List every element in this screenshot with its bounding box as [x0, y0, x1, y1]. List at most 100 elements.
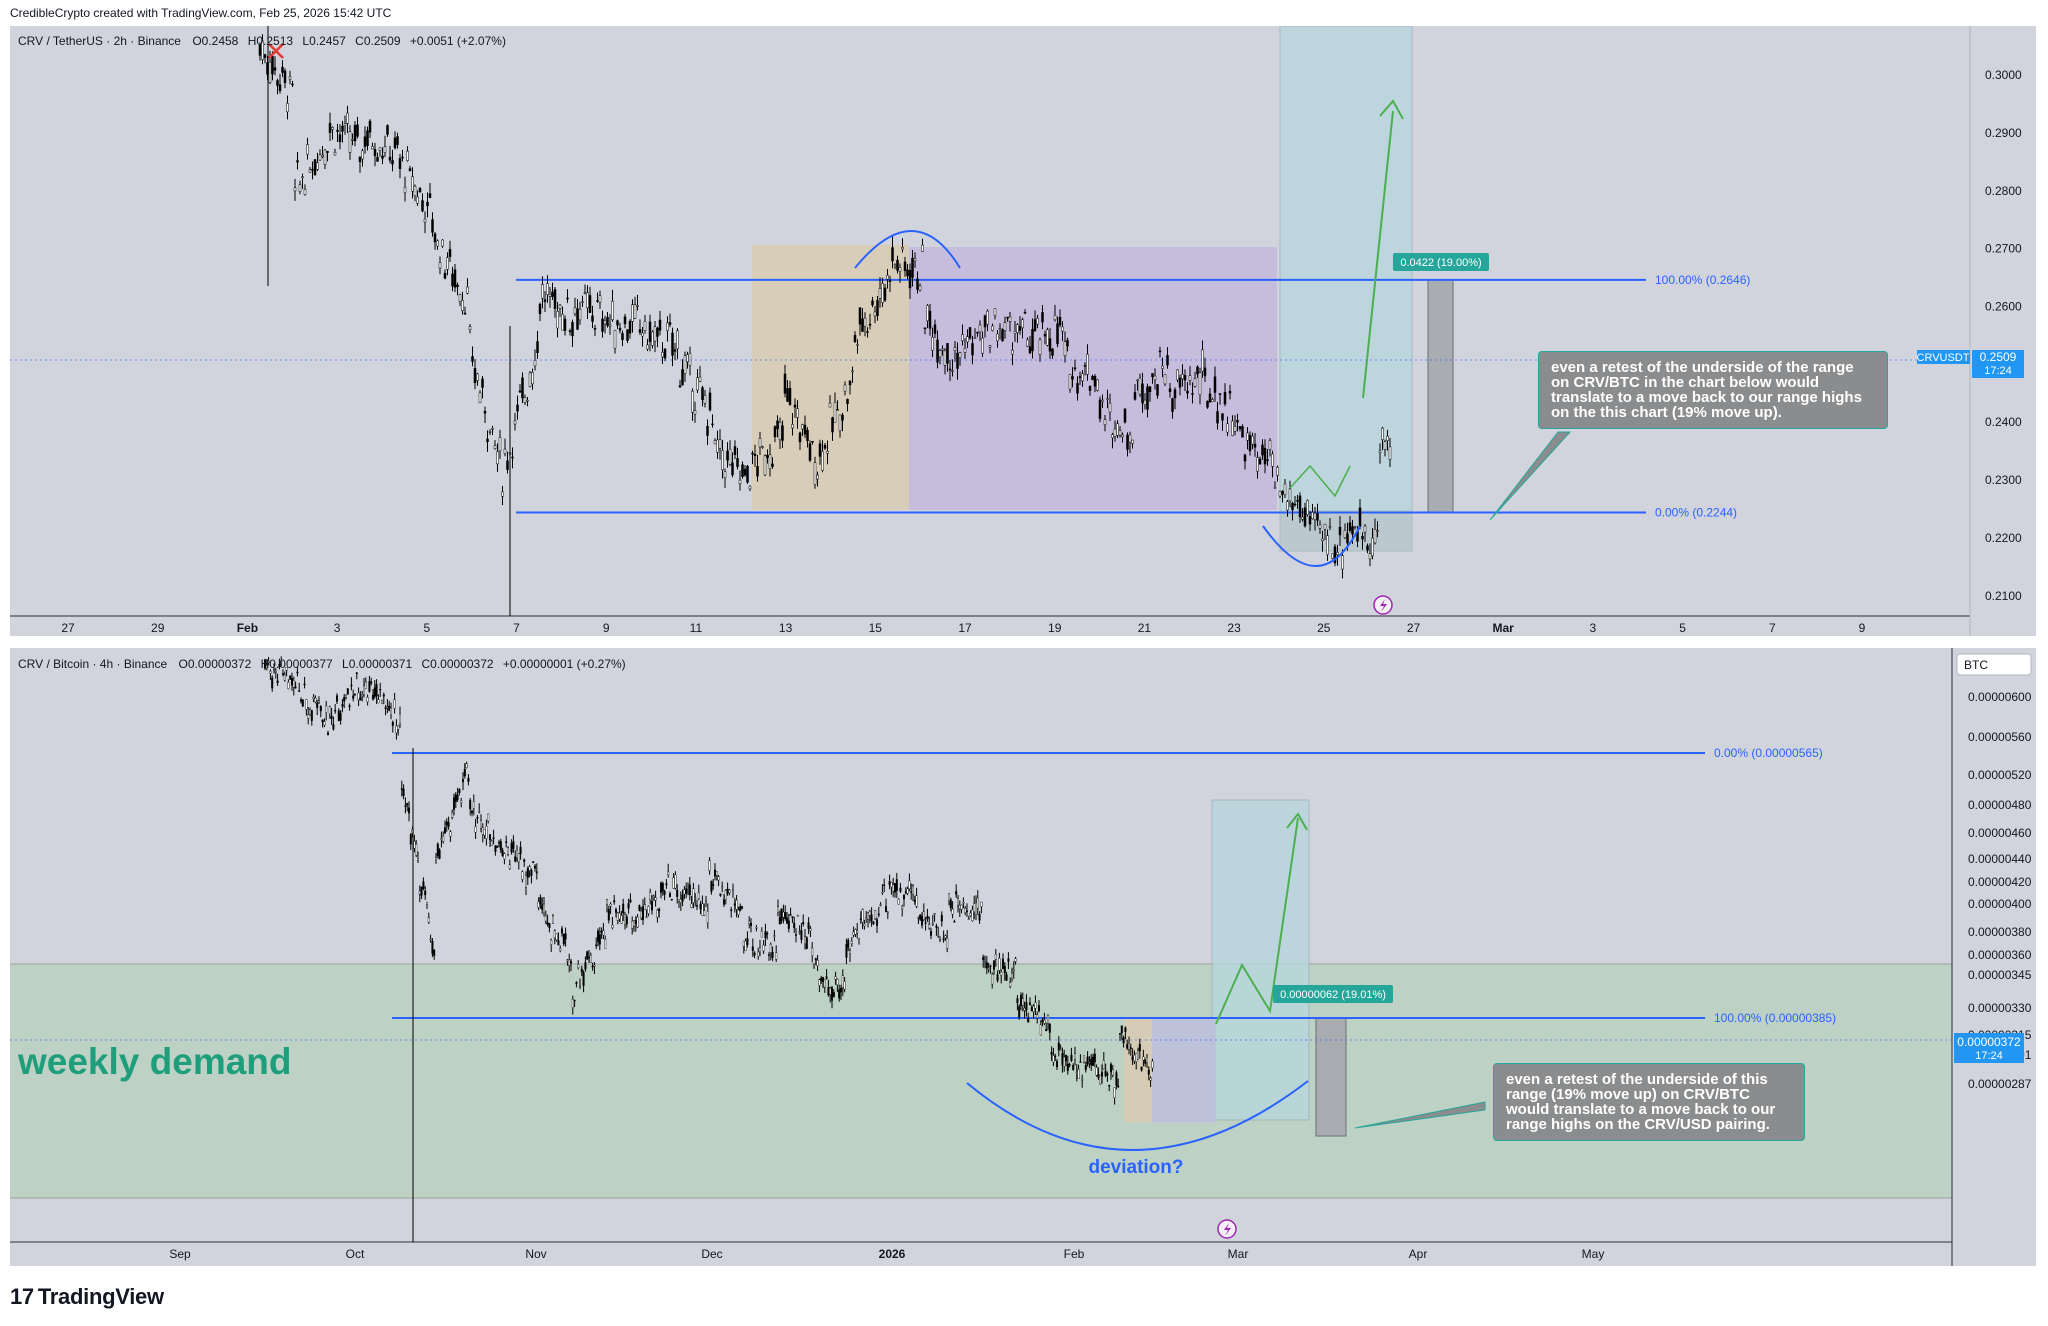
candle-body: [849, 950, 852, 955]
candle-body: [1059, 1049, 1062, 1051]
candle-body: [371, 146, 374, 150]
crvusdt-chart-pane[interactable]: 0.3000 0.2900 0.2800 0.2700 0.2600 0.2400 0.23…: [10, 25, 2036, 636]
candle-body: [613, 329, 617, 349]
candle-body: [1276, 466, 1279, 476]
crvbtc-chart-pane[interactable]: weekly demand 0.00000600 0.00000560 0.0000…: [10, 648, 2036, 1266]
crvusdt-chart[interactable]: 0.3000 0.2900 0.2800 0.2700 0.2600 0.2400 0.23…: [10, 25, 2036, 636]
candle-body: [756, 466, 759, 477]
candle-body: [748, 920, 751, 925]
candle-body: [1361, 536, 1364, 540]
candle-body: [291, 83, 294, 86]
candle-body: [606, 316, 609, 326]
candle-body: [868, 323, 872, 326]
close-x-icon: [268, 43, 284, 59]
candle-body: [292, 680, 295, 688]
candle-body: [343, 697, 346, 702]
candle-body: [573, 307, 577, 314]
candle-body: [1051, 348, 1054, 356]
candle-body: [341, 704, 344, 707]
candle-body: [1268, 440, 1272, 450]
candle-body: [924, 922, 927, 924]
candle-body: [1313, 512, 1317, 520]
candle-body: [1098, 399, 1102, 419]
candle-body: [911, 257, 914, 278]
candle-body: [800, 930, 803, 940]
candle-body: [755, 927, 758, 929]
candle-body: [463, 768, 466, 777]
candle-body: [694, 897, 697, 899]
candle-body: [1021, 319, 1024, 328]
currency-button[interactable]: [1956, 653, 2032, 676]
candle-body: [1176, 369, 1179, 381]
candle-body: [861, 318, 864, 332]
candle-body: [1208, 393, 1212, 403]
candle-body: [1072, 1065, 1075, 1070]
candle-body: [802, 922, 805, 924]
candle-body: [1050, 1051, 1053, 1055]
candle-body: [663, 348, 667, 359]
candle-body: [823, 445, 827, 449]
candle-body: [823, 979, 826, 988]
candle-body: [858, 307, 862, 325]
candle-body: [901, 246, 904, 250]
candle-body: [381, 700, 384, 704]
candle-body: [298, 184, 302, 192]
candle-body: [949, 899, 952, 909]
candle-body: [713, 440, 717, 445]
y-tick-label: 0.00000287: [1968, 1077, 2032, 1091]
candle-body: [865, 917, 868, 919]
candle-body: [465, 763, 468, 769]
candle-body: [321, 154, 324, 157]
candle-body: [1020, 994, 1023, 1006]
candle-body: [913, 899, 916, 902]
candle-body: [983, 315, 987, 328]
candle-body: [881, 892, 884, 894]
candle-body: [697, 892, 700, 899]
candle-body: [963, 347, 967, 353]
candle-body: [1161, 365, 1164, 369]
candle-body: [733, 903, 736, 906]
candle-body: [483, 828, 486, 836]
candle-body: [966, 336, 969, 343]
candle-body: [951, 908, 954, 915]
candle-body: [438, 262, 442, 269]
range-box-tan: [1124, 1018, 1152, 1122]
candle-body: [1373, 529, 1377, 544]
candle-body: [1193, 378, 1197, 387]
candle-body: [325, 705, 328, 713]
candle-body: [737, 909, 740, 915]
candle-body: [1081, 1079, 1084, 1081]
candle-body: [318, 700, 321, 703]
candle-body: [1032, 1005, 1035, 1013]
candle-body: [654, 897, 657, 901]
candle-body: [845, 944, 848, 958]
candle-body: [881, 283, 884, 303]
candle-body: [832, 992, 835, 998]
candle-body: [1076, 383, 1079, 394]
candle-body: [1078, 376, 1082, 378]
candle-body: [535, 871, 538, 874]
candle-body: [1003, 965, 1006, 974]
candle-body: [764, 931, 767, 939]
candle-body: [366, 697, 369, 703]
candle-body: [773, 935, 776, 937]
candle-body: [660, 882, 663, 893]
candle-body: [762, 944, 765, 952]
candle-body: [1096, 379, 1099, 391]
candle-body: [1007, 958, 1010, 962]
candle-body: [461, 300, 464, 311]
candle-body: [579, 986, 582, 988]
symbol-tag-bg: [1917, 350, 1970, 364]
crvbtc-chart[interactable]: weekly demand 0.00000600 0.00000560 0.0000…: [10, 648, 2036, 1266]
candle-body: [1366, 545, 1369, 551]
candle-body: [519, 846, 522, 855]
candle-body: [915, 895, 918, 907]
candle-body: [1057, 1042, 1060, 1051]
candle-body: [278, 84, 282, 92]
candle-body: [451, 273, 454, 287]
candle-body: [306, 144, 309, 155]
candle-body: [788, 388, 792, 405]
candle-body: [492, 837, 495, 839]
candle-body: [1031, 329, 1034, 352]
candle-body: [982, 956, 985, 961]
